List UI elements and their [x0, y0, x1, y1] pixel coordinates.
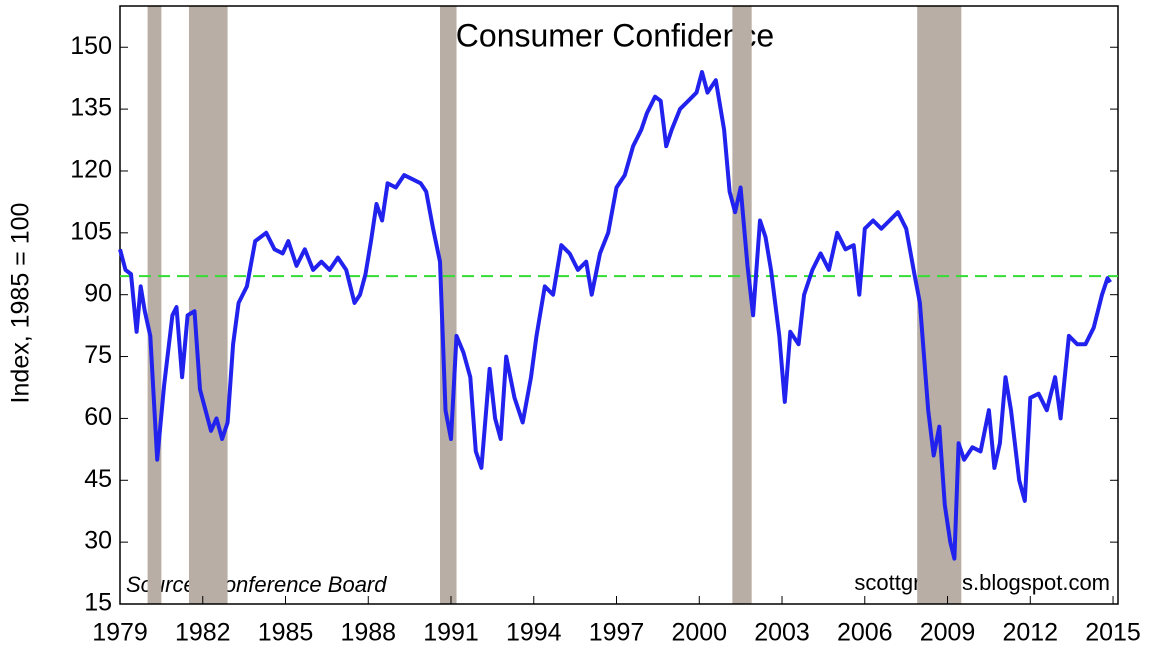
plot-frame — [119, 5, 1119, 605]
y-tick-label: 30 — [84, 527, 112, 555]
recession-band — [147, 6, 162, 604]
x-tick-label: 1994 — [506, 619, 562, 647]
x-tick-label: 1982 — [175, 619, 231, 647]
x-tick-label: 2000 — [671, 619, 727, 647]
recession-band — [439, 6, 457, 604]
y-tick-label: 15 — [84, 589, 112, 617]
credit-note: scottgrannis.blogspot.com — [854, 570, 1110, 595]
x-tick-label: 2015 — [1085, 619, 1141, 647]
y-tick-label: 75 — [84, 341, 112, 369]
y-tick-label: 120 — [70, 156, 112, 184]
chart-title: Consumer Confidence — [456, 17, 774, 53]
y-tick-label: 45 — [84, 465, 112, 493]
recession-band — [732, 6, 752, 604]
y-tick-label: 135 — [70, 94, 112, 122]
x-tick-label: 2009 — [920, 619, 976, 647]
x-tick-label: 2006 — [837, 619, 893, 647]
x-tick-label: 1979 — [92, 619, 148, 647]
x-tick-label: 2012 — [1002, 619, 1058, 647]
y-tick-label: 60 — [84, 403, 112, 431]
x-tick-label: 2003 — [754, 619, 810, 647]
x-tick-label: 1991 — [423, 619, 479, 647]
data-line — [118, 70, 1112, 561]
x-tick-label: 1997 — [589, 619, 645, 647]
y-tick-label: 150 — [70, 32, 112, 60]
source-note: Source: Conference Board — [126, 572, 387, 597]
recession-band — [188, 6, 228, 604]
x-tick-label: 1985 — [258, 619, 314, 647]
x-tick-label: 1988 — [340, 619, 396, 647]
y-axis-label: Index, 1985 = 100 — [7, 203, 35, 404]
y-tick-label: 105 — [70, 217, 112, 245]
y-tick-label: 90 — [84, 279, 112, 307]
recession-band — [917, 6, 962, 604]
